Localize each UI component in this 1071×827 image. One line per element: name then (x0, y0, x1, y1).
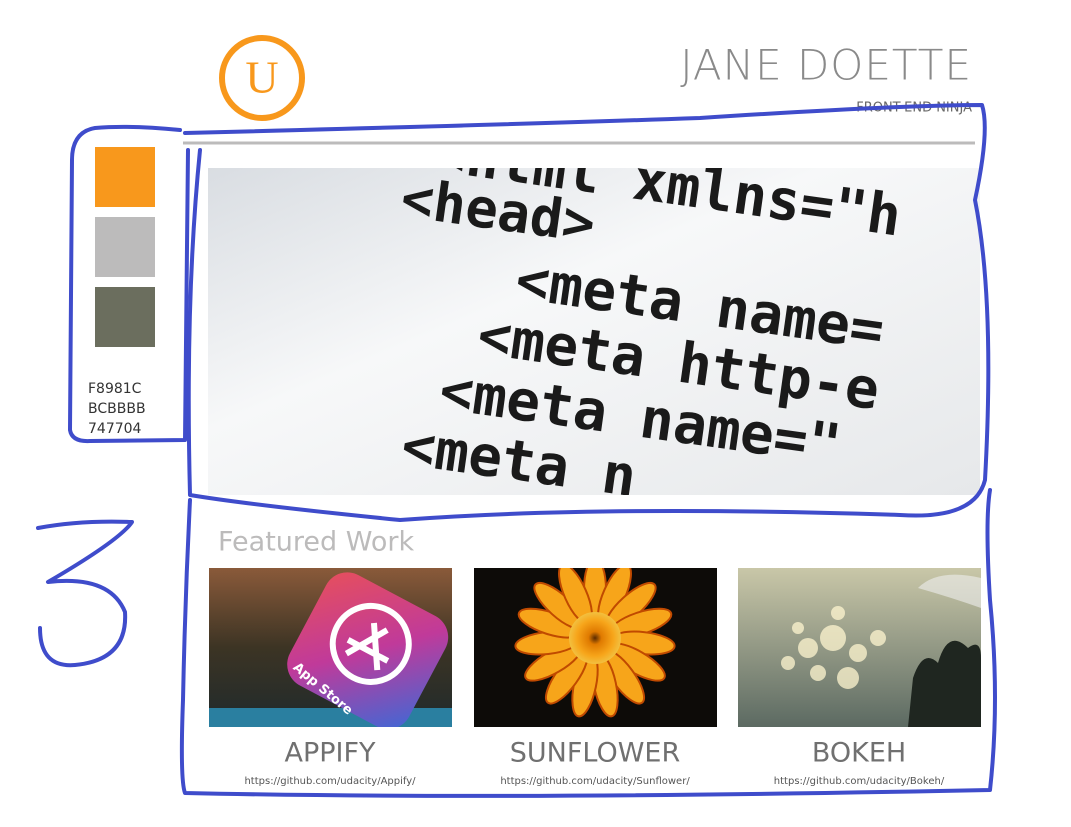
annotation-box (68, 124, 190, 444)
project-thumbnail[interactable]: App Store (209, 564, 457, 744)
annotations (36, 103, 997, 798)
hero-background (208, 168, 980, 495)
project-link[interactable]: https://github.com/udacity/Appify/ (244, 776, 416, 787)
annotation-box (183, 103, 991, 522)
color-code: 747704 (88, 421, 142, 437)
annotation-number (36, 519, 134, 668)
project-link[interactable]: https://github.com/udacity/Sunflower/ (500, 776, 690, 787)
swatch-dark (95, 287, 155, 347)
color-code: BCBBBB (88, 401, 146, 417)
project-thumbnail[interactable] (474, 558, 717, 727)
section-heading: Featured Work (218, 527, 414, 558)
swatch-orange (95, 147, 155, 207)
project-card[interactable]: BOKEH https://github.com/udacity/Bokeh/ (738, 568, 981, 787)
logo-letter: U (245, 52, 278, 103)
site-title: JANE DOETTE (680, 41, 972, 90)
swatch-gray (95, 217, 155, 277)
palette-codes: F8981C BCBBBB 747704 (88, 381, 146, 437)
hero-image: <html xmlns="h <head> <meta name= <meta … (208, 168, 980, 495)
project-title[interactable]: APPIFY (284, 738, 376, 769)
project-thumbnail[interactable] (738, 568, 981, 727)
color-code: F8981C (88, 381, 142, 397)
logo-ring (219, 35, 305, 121)
project-card[interactable]: SUNFLOWER https://github.com/udacity/Sun… (474, 558, 717, 787)
project-link[interactable]: https://github.com/udacity/Bokeh/ (774, 776, 945, 787)
project-card[interactable]: App Store APPIFY https://github.com/udac… (209, 564, 457, 787)
annotation-box (179, 488, 997, 798)
project-title[interactable]: BOKEH (812, 738, 906, 769)
project-title[interactable]: SUNFLOWER (510, 738, 680, 769)
